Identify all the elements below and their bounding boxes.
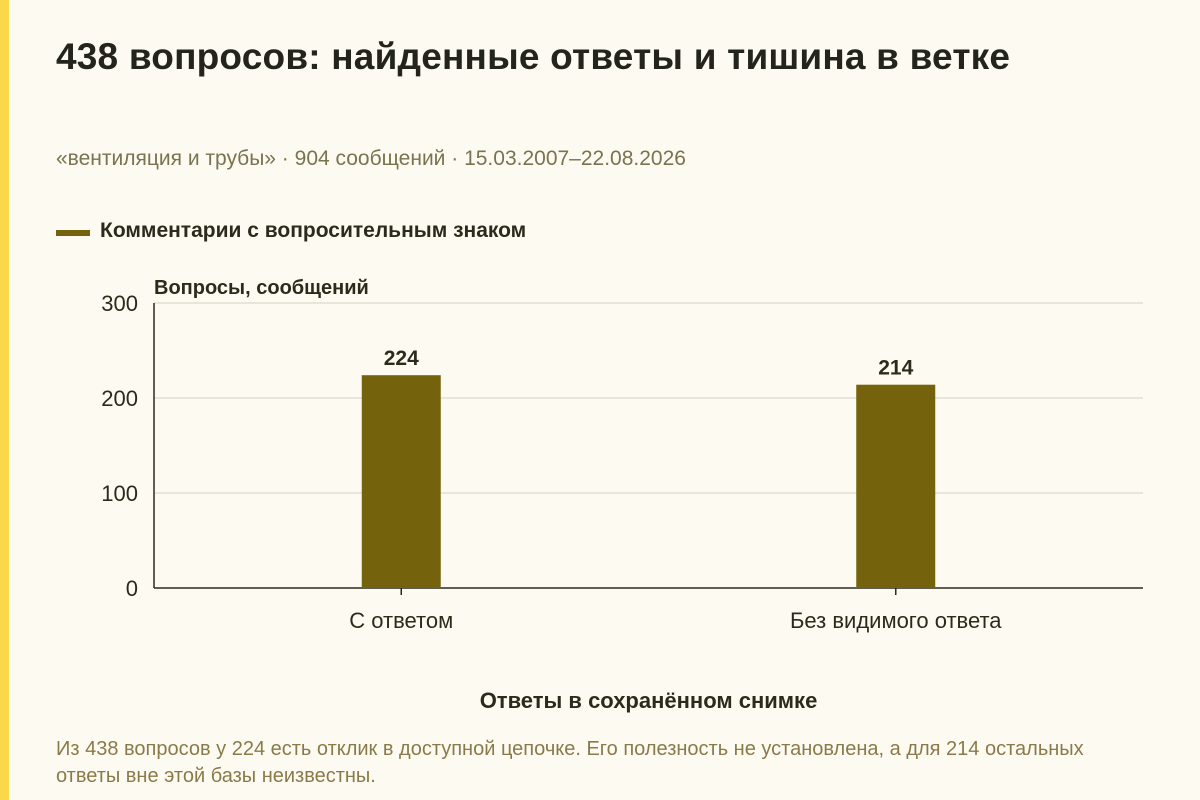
- bar-data-label: 214: [878, 357, 913, 380]
- x-axis-title: Ответы в сохранённом снимке: [480, 688, 818, 713]
- legend-swatch: [56, 230, 90, 236]
- legend: Комментарии с вопросительным знаком: [56, 219, 526, 243]
- chart-title: 438 вопросов: найденные ответы и тишина …: [56, 36, 1011, 77]
- bar: [361, 375, 441, 588]
- chart-subtitle: «вентиляция и трубы» · 904 сообщений · 1…: [56, 147, 686, 170]
- footnote: Из 438 вопросов у 224 есть отклик в дост…: [56, 738, 1084, 787]
- y-tick-label: 0: [126, 576, 138, 601]
- y-tick-label: 100: [101, 481, 138, 506]
- bar-data-label: 224: [384, 347, 419, 370]
- x-tick-label: С ответом: [349, 608, 453, 633]
- legend-label: Комментарии с вопросительным знаком: [100, 219, 527, 242]
- y-tick-label: 200: [101, 386, 138, 411]
- accent-bar: [0, 0, 9, 800]
- x-tick-label: Без видимого ответа: [790, 608, 1002, 633]
- y-tick-label: 300: [101, 291, 138, 316]
- y-axis-title: Вопросы, сообщений: [154, 277, 369, 299]
- bar: [856, 384, 936, 588]
- bar-chart: 0 100 200 300 Вопросы, сообщений 224 С ответом…: [101, 277, 1143, 713]
